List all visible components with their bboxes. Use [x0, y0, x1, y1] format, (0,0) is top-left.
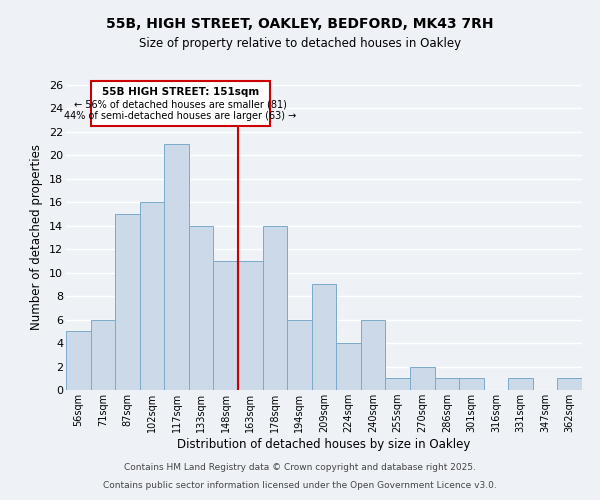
- Bar: [115, 214, 140, 390]
- Y-axis label: Number of detached properties: Number of detached properties: [31, 144, 43, 330]
- Bar: [287, 320, 312, 390]
- Bar: [410, 366, 434, 390]
- Text: 44% of semi-detached houses are larger (63) →: 44% of semi-detached houses are larger (…: [64, 111, 296, 121]
- Bar: [91, 320, 115, 390]
- Text: 55B HIGH STREET: 151sqm: 55B HIGH STREET: 151sqm: [101, 88, 259, 98]
- Bar: [238, 261, 263, 390]
- X-axis label: Distribution of detached houses by size in Oakley: Distribution of detached houses by size …: [178, 438, 470, 451]
- FancyBboxPatch shape: [91, 82, 270, 126]
- Text: ← 56% of detached houses are smaller (81): ← 56% of detached houses are smaller (81…: [74, 99, 287, 109]
- Bar: [312, 284, 336, 390]
- Text: Contains public sector information licensed under the Open Government Licence v3: Contains public sector information licen…: [103, 481, 497, 490]
- Bar: [361, 320, 385, 390]
- Bar: [459, 378, 484, 390]
- Bar: [214, 261, 238, 390]
- Bar: [263, 226, 287, 390]
- Text: Size of property relative to detached houses in Oakley: Size of property relative to detached ho…: [139, 38, 461, 51]
- Bar: [336, 343, 361, 390]
- Bar: [508, 378, 533, 390]
- Bar: [66, 332, 91, 390]
- Bar: [385, 378, 410, 390]
- Bar: [434, 378, 459, 390]
- Bar: [140, 202, 164, 390]
- Text: 55B, HIGH STREET, OAKLEY, BEDFORD, MK43 7RH: 55B, HIGH STREET, OAKLEY, BEDFORD, MK43 …: [106, 18, 494, 32]
- Text: Contains HM Land Registry data © Crown copyright and database right 2025.: Contains HM Land Registry data © Crown c…: [124, 464, 476, 472]
- Bar: [557, 378, 582, 390]
- Bar: [189, 226, 214, 390]
- Bar: [164, 144, 189, 390]
